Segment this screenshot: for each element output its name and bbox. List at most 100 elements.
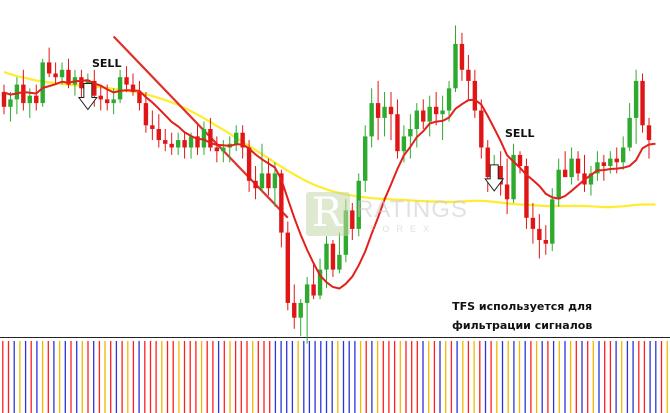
candle <box>150 110 155 141</box>
candle <box>369 88 374 148</box>
chart-note-line-2: фильтрации сигналов <box>452 319 593 332</box>
candle-body <box>524 166 529 218</box>
candle-body <box>421 110 426 122</box>
watermark-subtitle: FOREX <box>370 224 437 234</box>
candle-body <box>14 84 20 100</box>
candle <box>240 125 245 159</box>
candle-body <box>479 110 484 148</box>
candle <box>298 299 303 337</box>
candle-body <box>317 269 323 296</box>
chart-note: TFS используется для фильтрации сигналов <box>452 297 592 335</box>
candle-body <box>601 162 607 166</box>
candle-body <box>8 99 13 107</box>
candle <box>582 154 587 192</box>
candle-body <box>246 147 252 181</box>
candle <box>356 173 361 237</box>
candle <box>292 284 297 329</box>
candle-body <box>285 232 290 303</box>
candle <box>453 25 458 92</box>
candle-body <box>537 228 542 240</box>
candle <box>201 121 207 155</box>
candle-body <box>575 158 581 174</box>
candle-body <box>124 77 129 85</box>
candle <box>427 95 432 137</box>
candle-body <box>350 210 355 229</box>
candle-body <box>498 166 503 185</box>
candle <box>214 136 220 163</box>
candle <box>21 69 26 111</box>
candle-body <box>530 217 536 229</box>
candle-body <box>330 243 336 270</box>
candle <box>324 236 329 289</box>
candlestick-series <box>1 25 652 344</box>
candle <box>117 69 123 104</box>
candle <box>408 114 413 159</box>
candle-body <box>66 69 71 85</box>
candle <box>414 103 419 148</box>
candle-body <box>298 302 303 318</box>
candle-body <box>550 199 555 244</box>
candle <box>130 73 136 96</box>
candle <box>601 154 607 181</box>
candle-body <box>543 240 548 244</box>
candle <box>169 132 174 155</box>
candle-body <box>40 62 45 104</box>
candle-body <box>169 143 174 148</box>
candle-body <box>253 180 258 189</box>
candle <box>569 147 574 185</box>
candle <box>163 129 168 152</box>
candle <box>363 125 368 192</box>
candle <box>504 158 510 215</box>
watermark-logo-letter: R <box>312 190 343 236</box>
candle <box>459 32 465 81</box>
candle <box>375 80 381 141</box>
candle-body <box>182 140 187 148</box>
candle-body <box>375 103 381 118</box>
candle-body <box>272 173 278 189</box>
candle <box>182 132 187 159</box>
candle <box>46 47 52 78</box>
candle <box>266 158 271 196</box>
candle-body <box>34 95 39 104</box>
candle <box>440 95 445 141</box>
candle <box>550 188 555 252</box>
candle <box>446 80 452 122</box>
candle-body <box>608 158 613 166</box>
candle <box>317 258 323 300</box>
candle-body <box>388 106 394 115</box>
candle-body <box>175 140 181 148</box>
candle <box>466 55 471 100</box>
candle <box>621 136 626 170</box>
candle <box>562 151 568 178</box>
candle-body <box>414 110 419 129</box>
candle <box>98 84 103 111</box>
candle <box>53 62 58 85</box>
candle-body <box>130 84 136 92</box>
candle-body <box>453 43 458 89</box>
candle-body <box>117 77 123 100</box>
candle-body <box>311 284 316 296</box>
ratings-forex-watermark: R RATINGS FOREX <box>306 190 467 242</box>
candle <box>34 84 39 111</box>
candle <box>8 92 13 122</box>
candle <box>511 143 516 203</box>
candle-body <box>150 125 155 129</box>
candle <box>388 92 394 141</box>
candle <box>530 203 536 244</box>
candle-body <box>446 88 452 111</box>
downtrend-line-layer <box>112 35 289 219</box>
candle-body <box>195 136 200 148</box>
candle <box>14 77 20 115</box>
candle <box>350 203 355 240</box>
slow-ma-line <box>3 70 656 209</box>
candle <box>304 277 310 344</box>
candle <box>79 69 84 100</box>
candle-body <box>646 125 652 141</box>
candle <box>395 99 400 159</box>
candle <box>517 151 523 174</box>
candle <box>40 58 45 107</box>
candle <box>575 151 581 181</box>
sell-signal-label-1: SELL <box>92 57 122 70</box>
candle <box>640 73 645 133</box>
candle-body <box>382 106 387 118</box>
